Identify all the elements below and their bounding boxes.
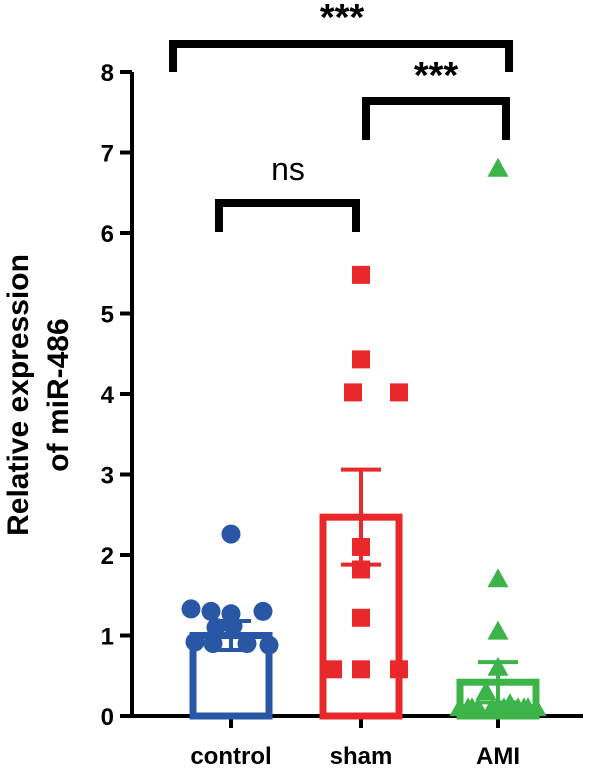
significance-label: ns [271, 151, 305, 187]
point-control [253, 601, 273, 621]
point-AMI [501, 697, 523, 717]
y-axis-label-line: Relative expression [2, 254, 35, 536]
x-tick-label: control [190, 743, 271, 770]
point-sham [352, 350, 370, 369]
y-tick-label: 1 [101, 624, 114, 651]
point-control [201, 601, 221, 621]
y-axis-label-line: of miR-486 [42, 318, 75, 471]
point-sham [344, 383, 362, 402]
x-tick-label: AMI [476, 743, 520, 770]
point-sham [324, 660, 342, 679]
y-tick-label: 0 [101, 704, 114, 731]
point-control [221, 524, 241, 544]
point-sham [352, 660, 370, 679]
y-tick-label: 5 [101, 302, 114, 329]
point-AMI [487, 620, 509, 640]
significance-bracket [215, 199, 360, 232]
y-axis-label: Relative expression of miR-486 [2, 254, 75, 536]
y-tick-label: 4 [101, 382, 115, 409]
point-AMI [487, 697, 509, 717]
point-control [185, 632, 205, 652]
point-sham [352, 608, 370, 627]
point-AMI [475, 681, 497, 700]
data-points [181, 157, 547, 717]
x-tick-label: sham [330, 743, 393, 770]
y-tick-label: 7 [101, 141, 114, 168]
y-tick-label: 6 [101, 221, 114, 248]
y-tick-label: 8 [101, 60, 114, 87]
significance-brackets: ns *** *** [169, 0, 513, 232]
significance-bracket [362, 97, 510, 140]
significance-bracket [169, 40, 513, 72]
point-control [181, 599, 201, 619]
point-AMI [487, 157, 509, 177]
y-tick-label: 2 [101, 543, 114, 570]
point-AMI [461, 697, 483, 717]
significance-label: *** [414, 55, 459, 97]
point-control [259, 635, 279, 655]
point-sham [390, 660, 408, 679]
error-bars [211, 467, 518, 705]
point-AMI [487, 568, 509, 588]
y-tick-label: 3 [101, 463, 114, 490]
point-sham [352, 265, 370, 284]
point-sham [390, 383, 408, 402]
significance-label: *** [320, 0, 365, 39]
